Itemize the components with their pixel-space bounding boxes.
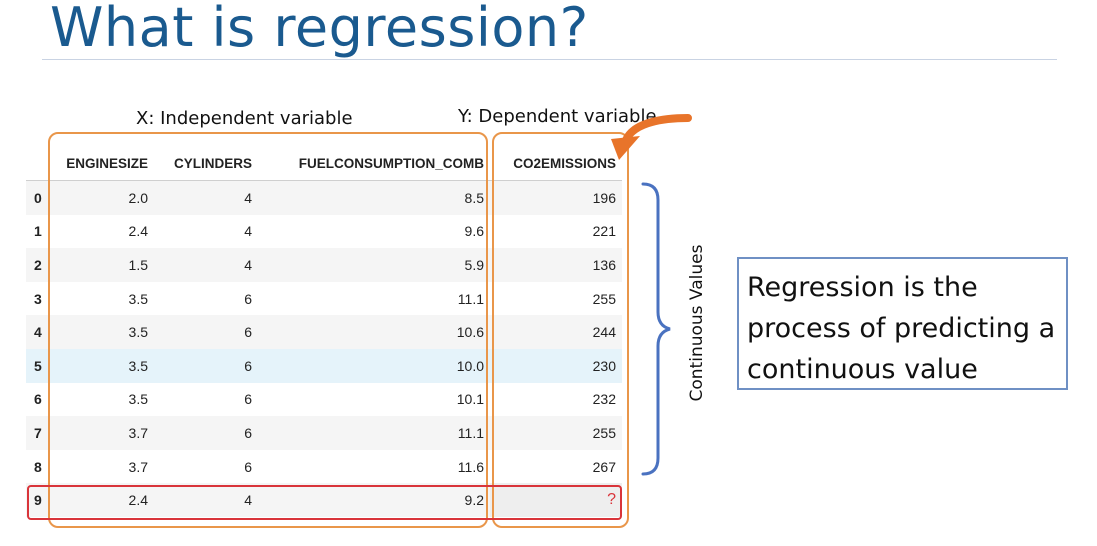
co2emissions-cell: 221 <box>592 223 616 240</box>
table-row: 1 2.4 4 9.6 221 <box>26 215 622 249</box>
co2emissions-unknown-cell: ? <box>490 483 622 517</box>
enginesize-cell: 2.0 <box>50 180 154 215</box>
table-row-unknown-target: 9 2.4 4 9.2 ? <box>26 483 622 517</box>
column-header-enginesize: ENGINESIZE <box>50 146 154 181</box>
enginesize-cell: 3.5 <box>50 315 154 349</box>
dependent-variable-highlight <box>492 132 629 528</box>
enginesize-cell: 3.5 <box>50 348 154 383</box>
continuous-values-label: Continuous Values <box>687 244 707 402</box>
co2emissions-cell: 244 <box>490 315 622 349</box>
cylinders-cell: 4 <box>154 483 258 517</box>
column-header-co2emissions: CO2EMISSIONS <box>490 146 622 181</box>
cylinders-cell: 4 <box>244 223 252 240</box>
row-index: 2 <box>26 248 50 282</box>
fuelconsumption-cell: 9.2 <box>258 483 490 517</box>
fuelconsumption-cell: 11.1 <box>457 290 484 307</box>
question-mark: ? <box>607 491 616 509</box>
enginesize-cell: 1.5 <box>50 248 154 282</box>
table-row: 3 3.5 6 11.1 255 <box>26 282 622 316</box>
definition-box: Regression is the process of predicting … <box>737 257 1068 390</box>
fuelconsumption-cell: 8.5 <box>258 180 490 215</box>
fuelconsumption-cell: 11.6 <box>457 458 484 475</box>
x-variable-label: X: Independent variable <box>136 108 353 129</box>
table-row: 2 1.5 4 5.9 136 <box>26 248 622 282</box>
enginesize-cell: 2.4 <box>50 483 154 517</box>
row-index: 3 <box>34 290 42 307</box>
enginesize-cell: 2.4 <box>128 223 148 240</box>
co2emissions-cell: 267 <box>592 458 616 475</box>
row-index: 6 <box>34 391 42 408</box>
cylinders-cell: 6 <box>244 458 252 475</box>
curly-brace-icon <box>641 182 671 476</box>
y-variable-label: Y: Dependent variable <box>458 106 657 127</box>
independent-variables-highlight <box>48 132 488 528</box>
unknown-row-highlight <box>27 485 622 520</box>
enginesize-cell: 3.7 <box>128 458 148 475</box>
fuelconsumption-cell: 10.0 <box>258 348 490 383</box>
fuelconsumption-cell: 11.1 <box>258 416 490 450</box>
arrow-head-icon <box>611 136 640 160</box>
fuelconsumption-cell: 9.6 <box>464 223 484 240</box>
co2emissions-cell: 255 <box>490 416 622 450</box>
curved-arrow-icon <box>622 114 692 144</box>
cylinders-cell: 6 <box>244 391 252 408</box>
co2emissions-cell: 230 <box>490 348 622 383</box>
table-row: 6 3.5 6 10.1 232 <box>26 383 622 417</box>
enginesize-cell: 3.5 <box>128 290 148 307</box>
row-index: 4 <box>26 315 50 349</box>
column-header-cylinders: CYLINDERS <box>154 146 258 181</box>
table-row: 8 3.7 6 11.6 267 <box>26 450 622 484</box>
row-index: 5 <box>26 348 50 383</box>
row-index: 7 <box>26 416 50 450</box>
co2emissions-cell: 196 <box>490 180 622 215</box>
cylinders-cell: 4 <box>154 248 258 282</box>
column-header-fuelconsumption: FUELCONSUMPTION_COMB <box>258 146 490 181</box>
cylinders-cell: 6 <box>244 290 252 307</box>
row-index: 8 <box>34 458 42 475</box>
table-row: 0 2.0 4 8.5 196 <box>26 180 622 215</box>
slide-title: What is regression? <box>50 0 589 59</box>
enginesize-cell: 3.7 <box>50 416 154 450</box>
table-header-row: ENGINESIZE CYLINDERS FUELCONSUMPTION_COM… <box>26 146 622 181</box>
row-index: 0 <box>26 180 50 215</box>
cylinders-cell: 6 <box>154 315 258 349</box>
row-index: 1 <box>34 223 42 240</box>
table-row-hovered: 5 3.5 6 10.0 230 <box>26 348 622 383</box>
co2emissions-cell: 232 <box>592 391 616 408</box>
co2emissions-cell: 255 <box>592 290 616 307</box>
cylinders-cell: 6 <box>154 348 258 383</box>
cylinders-cell: 6 <box>154 416 258 450</box>
co2emissions-cell: 136 <box>490 248 622 282</box>
fuelconsumption-cell: 10.6 <box>258 315 490 349</box>
enginesize-cell: 3.5 <box>128 391 148 408</box>
table-row: 4 3.5 6 10.6 244 <box>26 315 622 349</box>
data-table: ENGINESIZE CYLINDERS FUELCONSUMPTION_COM… <box>26 146 622 517</box>
fuelconsumption-cell: 5.9 <box>258 248 490 282</box>
cylinders-cell: 4 <box>154 180 258 215</box>
fuelconsumption-cell: 10.1 <box>456 391 484 408</box>
title-divider <box>42 59 1057 60</box>
table-row: 7 3.7 6 11.1 255 <box>26 416 622 450</box>
index-header <box>26 146 50 181</box>
